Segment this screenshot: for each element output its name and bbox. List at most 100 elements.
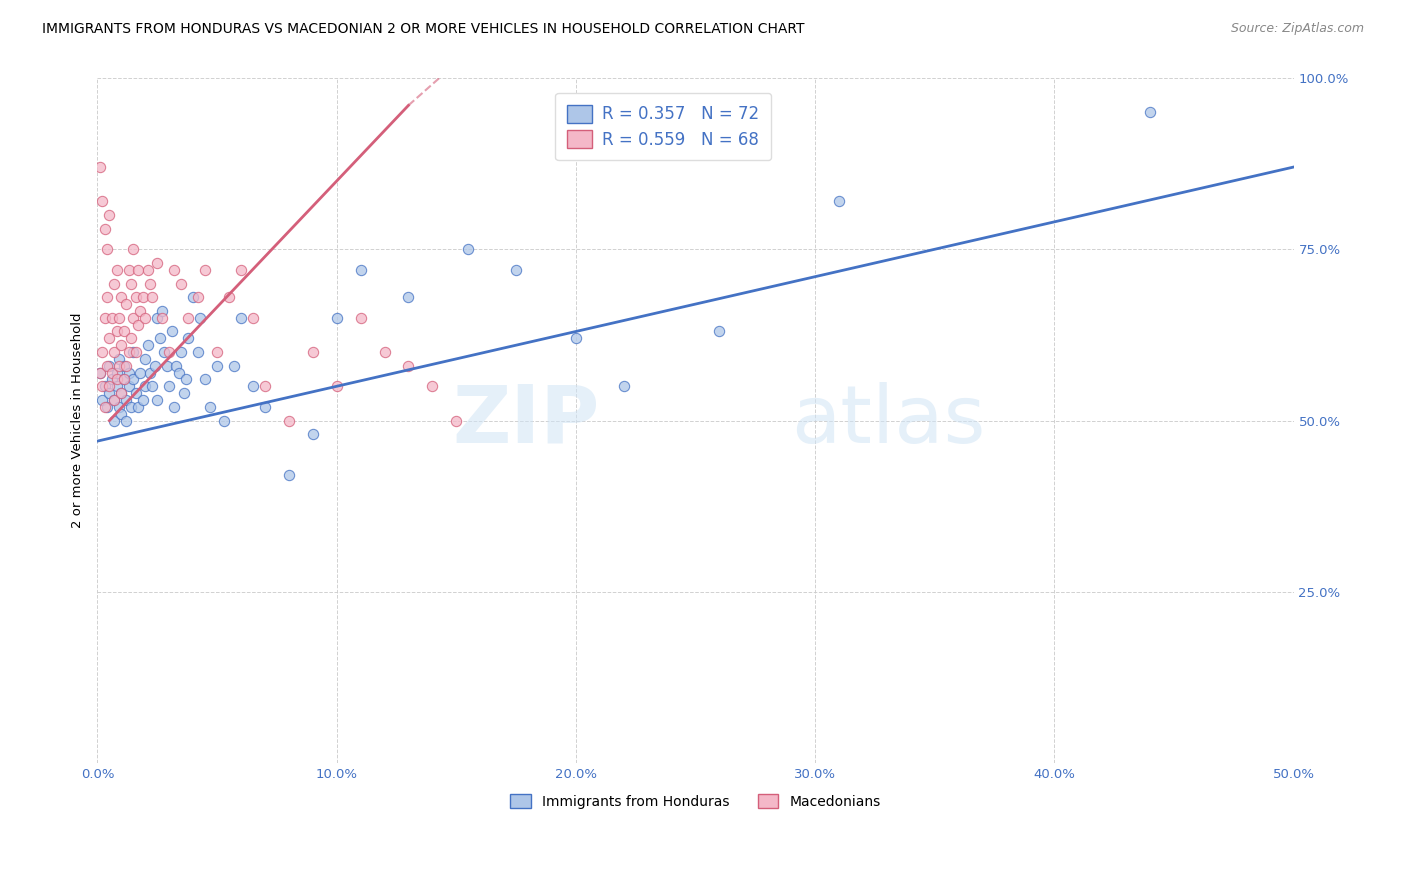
- Point: [120, 331, 142, 345]
- Point: [108, 359, 131, 373]
- Point: [127, 318, 149, 332]
- Point: [349, 262, 371, 277]
- Point: [136, 262, 159, 277]
- Point: [101, 366, 124, 380]
- Point: [253, 379, 276, 393]
- Point: [115, 297, 138, 311]
- Point: [139, 366, 162, 380]
- Point: [173, 386, 195, 401]
- Point: [177, 310, 200, 325]
- Point: [96, 290, 118, 304]
- Point: [105, 379, 128, 393]
- Point: [177, 331, 200, 345]
- Point: [828, 194, 851, 209]
- Text: IMMIGRANTS FROM HONDURAS VS MACEDONIAN 2 OR MORE VEHICLES IN HOUSEHOLD CORRELATI: IMMIGRANTS FROM HONDURAS VS MACEDONIAN 2…: [42, 22, 804, 37]
- Point: [101, 310, 124, 325]
- Legend: Immigrants from Honduras, Macedonians: Immigrants from Honduras, Macedonians: [505, 789, 886, 814]
- Point: [96, 359, 118, 373]
- Point: [117, 345, 139, 359]
- Point: [139, 277, 162, 291]
- Point: [93, 400, 115, 414]
- Text: ZIP: ZIP: [453, 382, 600, 459]
- Point: [115, 392, 138, 407]
- Point: [141, 379, 163, 393]
- Point: [242, 379, 264, 393]
- Point: [132, 392, 155, 407]
- Point: [325, 379, 347, 393]
- Point: [446, 413, 468, 427]
- Point: [134, 351, 156, 366]
- Point: [134, 379, 156, 393]
- Point: [105, 325, 128, 339]
- Point: [229, 262, 252, 277]
- Point: [194, 262, 217, 277]
- Point: [301, 345, 323, 359]
- Point: [112, 325, 135, 339]
- Point: [125, 345, 148, 359]
- Point: [157, 379, 180, 393]
- Point: [222, 359, 245, 373]
- Point: [396, 359, 419, 373]
- Point: [194, 372, 217, 386]
- Point: [98, 386, 121, 401]
- Point: [163, 400, 186, 414]
- Text: Source: ZipAtlas.com: Source: ZipAtlas.com: [1230, 22, 1364, 36]
- Point: [160, 325, 183, 339]
- Point: [96, 400, 118, 414]
- Point: [112, 359, 135, 373]
- Point: [112, 372, 135, 386]
- Point: [565, 331, 588, 345]
- Point: [170, 345, 193, 359]
- Point: [122, 310, 145, 325]
- Point: [253, 400, 276, 414]
- Point: [115, 413, 138, 427]
- Point: [153, 345, 176, 359]
- Point: [91, 345, 114, 359]
- Point: [174, 372, 197, 386]
- Point: [96, 242, 118, 256]
- Point: [98, 208, 121, 222]
- Point: [167, 366, 190, 380]
- Point: [187, 290, 209, 304]
- Point: [146, 310, 169, 325]
- Point: [149, 331, 172, 345]
- Point: [110, 290, 132, 304]
- Point: [89, 366, 111, 380]
- Point: [110, 386, 132, 401]
- Point: [117, 379, 139, 393]
- Point: [165, 359, 187, 373]
- Point: [127, 262, 149, 277]
- Text: atlas: atlas: [792, 382, 986, 459]
- Point: [218, 290, 240, 304]
- Point: [146, 392, 169, 407]
- Point: [105, 372, 128, 386]
- Point: [150, 304, 173, 318]
- Y-axis label: 2 or more Vehicles in Household: 2 or more Vehicles in Household: [72, 313, 84, 528]
- Point: [1139, 105, 1161, 120]
- Point: [136, 338, 159, 352]
- Point: [117, 366, 139, 380]
- Point: [103, 345, 125, 359]
- Point: [157, 345, 180, 359]
- Point: [325, 310, 347, 325]
- Point: [112, 372, 135, 386]
- Point: [125, 290, 148, 304]
- Point: [170, 277, 193, 291]
- Point: [108, 351, 131, 366]
- Point: [120, 400, 142, 414]
- Point: [301, 427, 323, 442]
- Point: [373, 345, 395, 359]
- Point: [110, 338, 132, 352]
- Point: [108, 310, 131, 325]
- Point: [187, 345, 209, 359]
- Point: [505, 262, 527, 277]
- Point: [110, 407, 132, 421]
- Point: [122, 345, 145, 359]
- Point: [181, 290, 204, 304]
- Point: [108, 400, 131, 414]
- Point: [98, 379, 121, 393]
- Point: [91, 379, 114, 393]
- Point: [115, 359, 138, 373]
- Point: [242, 310, 264, 325]
- Point: [93, 379, 115, 393]
